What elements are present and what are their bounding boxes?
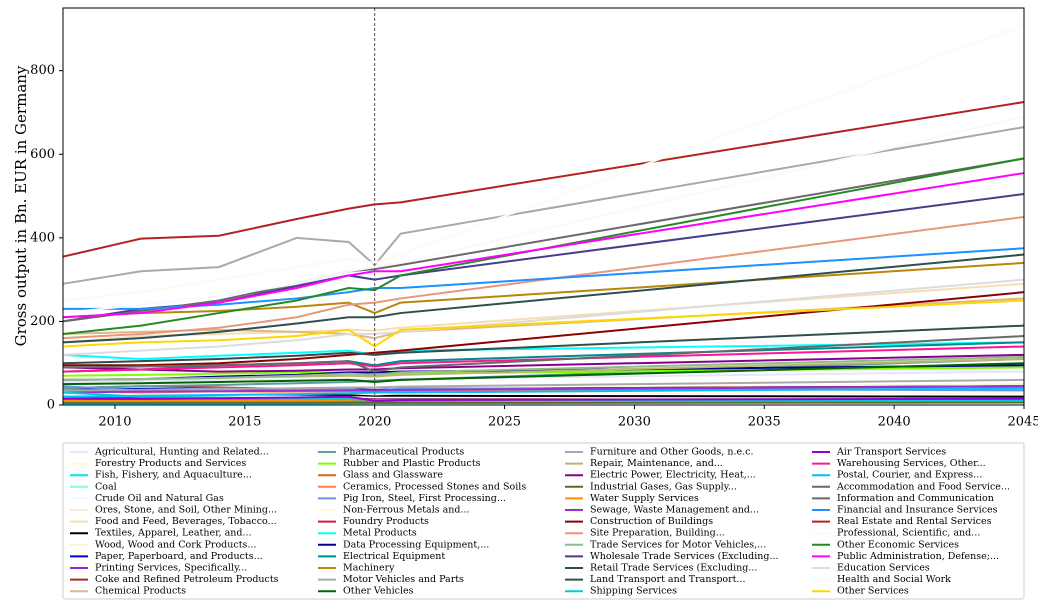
series-line xyxy=(62,261,1025,319)
series-line xyxy=(62,23,1025,302)
series-line xyxy=(62,299,1025,348)
legend-label: Other Vehicles xyxy=(343,586,414,597)
legend-label: Trade Services for Motor Vehicles,... xyxy=(590,539,766,550)
y-tick-label: 800 xyxy=(30,63,55,78)
series-line xyxy=(62,101,1025,258)
legend-label: Wood, Wood and Cork Products... xyxy=(95,539,256,550)
legend-label: Foundry Products xyxy=(343,516,429,527)
series-line xyxy=(62,335,1025,373)
legend-label: Other Economic Services xyxy=(837,539,959,550)
series-line xyxy=(62,362,1025,386)
legend-label: Information and Communication xyxy=(837,493,994,504)
legend-label: Agricultural, Hunting and Related... xyxy=(94,447,269,458)
y-tick-label: 200 xyxy=(30,314,55,329)
legend-label: Motor Vehicles and Parts xyxy=(343,574,464,585)
series-line xyxy=(62,115,1025,315)
legend-label: Health and Social Work xyxy=(837,574,951,585)
legend-label: Chemical Products xyxy=(95,586,186,597)
x-tick-label: 2010 xyxy=(98,415,131,430)
legend-label: Coke and Refined Petroleum Products xyxy=(95,574,279,585)
legend-label: Printing Services, Specifically... xyxy=(95,563,247,574)
series-line xyxy=(62,366,1025,377)
x-tick-label: 2015 xyxy=(228,415,261,430)
legend-label: Furniture and Other Goods, n.e.c. xyxy=(590,447,753,458)
x-tick-label: 2045 xyxy=(1007,415,1038,430)
legend-label: Metal Products xyxy=(343,528,417,539)
legend-label: Ceramics, Processed Stones and Soils xyxy=(343,481,526,492)
legend-label: Site Preparation, Building... xyxy=(590,528,725,539)
x-tick-label: 2035 xyxy=(748,415,781,430)
legend-label: Glass and Glassware xyxy=(343,470,443,481)
x-tick-label: 2030 xyxy=(618,415,651,430)
legend-label: Data Processing Equipment,... xyxy=(343,539,489,550)
x-tick-label: 2020 xyxy=(358,415,391,430)
legend-label: Fish, Fishery, and Aquaculture... xyxy=(95,470,252,481)
legend-label: Pharmaceutical Products xyxy=(343,447,464,458)
series-line xyxy=(62,282,1025,344)
series-line xyxy=(62,355,1025,381)
legend-label: Financial and Insurance Services xyxy=(837,505,998,516)
legend-label: Rubber and Plastic Products xyxy=(343,458,481,469)
x-tick-label: 2025 xyxy=(488,415,521,430)
series-line xyxy=(62,157,1025,335)
legend-label: Shipping Services xyxy=(590,586,677,597)
legend-label: Industrial Gases, Gas Supply... xyxy=(590,481,737,492)
series-line xyxy=(62,385,1025,394)
legend-label: Electric Power, Electricity, Heat,... xyxy=(590,470,756,481)
legend-label: Retail Trade Services (Excluding... xyxy=(590,563,757,574)
series-line xyxy=(62,172,1025,319)
legend-label: Textiles, Apparel, Leather, and... xyxy=(95,528,252,539)
series-line xyxy=(62,215,1025,340)
legend-label: Land Transport and Transport... xyxy=(590,574,746,585)
legend-label: Non-Ferrous Metals and... xyxy=(343,505,470,516)
legend-label: Water Supply Services xyxy=(590,493,699,504)
series-line xyxy=(63,291,1025,367)
legend-label: Education Services xyxy=(837,563,930,574)
legend-label: Postal, Courier, and Express... xyxy=(837,470,982,481)
legend-label: Forestry Products and Services xyxy=(95,458,246,469)
series-line xyxy=(62,387,1025,398)
legend-label: Other Services xyxy=(837,586,909,597)
legend-label: Repair, Maintenance, and... xyxy=(590,458,723,469)
series-line xyxy=(62,345,1025,373)
x-tick-label: 2040 xyxy=(878,415,911,430)
legend-label: Public Administration, Defense;... xyxy=(837,551,999,562)
legend-label: Crude Oil and Natural Gas xyxy=(95,493,224,504)
series-line xyxy=(62,126,1025,285)
legend-label: Professional, Scientific, and... xyxy=(837,528,980,539)
series-line xyxy=(62,378,1025,392)
y-axis-label: Gross output in Bn. EUR in Germany xyxy=(12,65,30,346)
legend-label: Construction of Buildings xyxy=(590,516,713,527)
legend-label: Air Transport Services xyxy=(836,447,946,458)
series-line xyxy=(63,247,1025,310)
legend-label: Real Estate and Rental Services xyxy=(837,516,992,527)
legend-box xyxy=(62,442,1025,600)
plot-frame xyxy=(62,7,1025,406)
series-line xyxy=(63,395,1025,402)
legend-label: Warehousing Services, Other... xyxy=(837,458,986,469)
y-tick-label: 0 xyxy=(47,398,55,413)
legend-label: Accommodation and Food Service... xyxy=(836,481,1010,492)
legend-label: Electrical Equipment xyxy=(343,551,445,562)
legend-label: Machinery xyxy=(343,563,395,574)
legend-label: Food and Feed, Beverages, Tobacco... xyxy=(95,516,277,527)
legend-label: Coal xyxy=(95,481,117,492)
y-tick-label: 600 xyxy=(30,147,55,162)
legend-label: Paper, Paperboard, and Products... xyxy=(95,551,263,562)
y-tick-label: 400 xyxy=(30,230,55,245)
series-line xyxy=(62,253,1025,344)
legend-label: Wholesale Trade Services (Excluding... xyxy=(590,551,779,562)
legend-label: Ores, Stone, and Soil, Other Mining... xyxy=(95,505,277,516)
legend-label: Pig Iron, Steel, First Processing... xyxy=(343,493,506,504)
legend-label: Sewage, Waste Management and... xyxy=(590,505,759,516)
series-line xyxy=(62,324,1025,365)
